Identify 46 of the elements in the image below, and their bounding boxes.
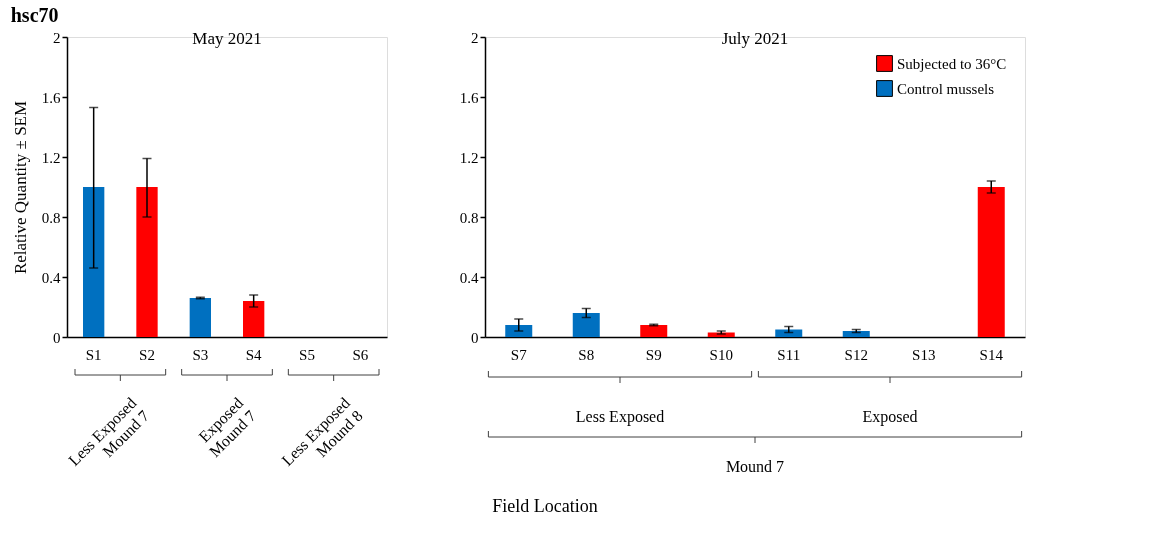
y-tick-label: 0.4 (459, 269, 479, 286)
x-tick-label: S14 (979, 346, 1004, 363)
y-tick-label: 0 (53, 329, 61, 346)
legend-label: Subjected to 36°C (897, 55, 1007, 72)
y-tick-label: 0.4 (41, 269, 61, 286)
bar (83, 187, 105, 337)
x-axis-title: Field Location (492, 496, 598, 516)
bar (640, 325, 668, 337)
x-tick-label: S5 (299, 346, 315, 363)
chart-subtitle: May 2021 (192, 29, 262, 48)
y-tick-label: 0.8 (41, 209, 61, 226)
x-tick-label: S7 (510, 346, 528, 363)
bar (842, 331, 870, 337)
legend-label: Control mussels (897, 80, 995, 97)
bar (243, 301, 265, 337)
x-tick-label: S12 (844, 346, 868, 363)
x-tick-label: S13 (912, 346, 936, 363)
x-tick-label: S1 (85, 346, 102, 363)
bar (572, 313, 600, 337)
x-tick-label: S2 (139, 346, 155, 363)
text: Exposed (862, 408, 918, 426)
y-tick-label: 1.2 (41, 149, 61, 166)
text: Mound 7 (725, 458, 785, 475)
bar (189, 298, 211, 337)
y-tick-label: 1.6 (459, 89, 479, 106)
chart-title: hsc70 (10, 3, 59, 26)
x-tick-label: S11 (777, 346, 801, 363)
y-tick-label: 1.2 (459, 149, 479, 166)
y-axis-title: Relative Quantity ± SEM (10, 100, 30, 275)
x-tick-label: S10 (709, 346, 733, 363)
y-tick-label: 0.8 (459, 209, 479, 226)
x-tick-label: S8 (578, 346, 595, 363)
y-tick-label: 1.6 (41, 89, 61, 106)
y-tick-label: 2 (471, 29, 479, 46)
bar (136, 187, 158, 337)
x-tick-label: S6 (352, 346, 369, 363)
y-tick-label: 2 (53, 29, 61, 46)
bar (977, 187, 1005, 337)
text: Less Exposed (575, 408, 665, 426)
bar (505, 325, 533, 337)
chart-subtitle: July 2021 (721, 29, 789, 48)
x-tick-label: S3 (192, 346, 209, 363)
bar (775, 329, 803, 337)
x-tick-label: S4 (245, 346, 263, 363)
y-tick-label: 0 (471, 329, 479, 346)
x-tick-label: S9 (645, 346, 662, 363)
